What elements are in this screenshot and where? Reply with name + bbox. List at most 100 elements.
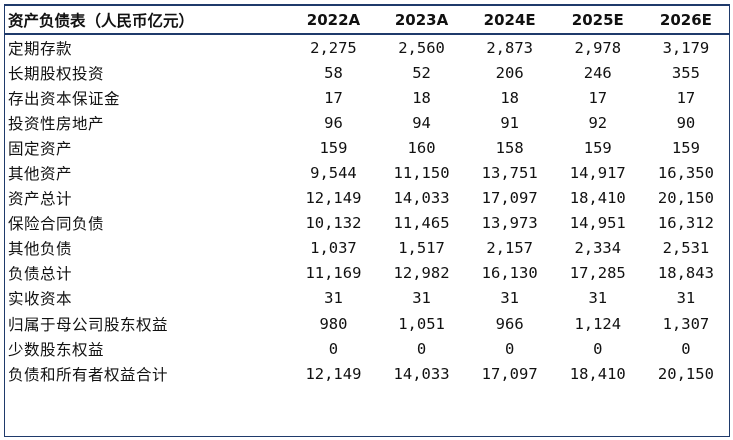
cell-value: 52 [412,63,431,82]
cell-value: 2,334 [574,239,622,258]
row-label: 资产总计 [8,190,73,209]
cell-value: 14,951 [569,214,626,233]
year-header: 2023A [377,4,466,35]
cell-value: 11,465 [393,214,450,233]
cell-value: 17,285 [569,264,626,283]
cell-value: 980 [319,314,348,333]
cell-value: 9,544 [310,164,357,183]
cell-value: 16,312 [657,214,714,233]
row-label: 负债总计 [8,265,73,284]
cell-value: 10,132 [305,214,362,233]
cell-value: 18 [412,88,431,107]
cell-value: 1,051 [398,314,445,333]
cell-value: 31 [676,289,696,308]
cell-value: 11,169 [305,264,362,283]
cell-value: 3,179 [662,38,710,57]
cell-value: 20,150 [657,189,714,208]
table-row: 保险合同负债 10,132 11,465 13,973 14,951 16,312 [4,211,730,236]
cell-value: 20,150 [657,364,714,383]
table-row: 长期股权投资 58 52 206 246 355 [4,60,730,85]
cell-value: 355 [671,63,700,82]
cell-value: 91 [500,113,519,132]
cell-value: 31 [412,289,431,308]
cell-value: 14,033 [393,189,450,208]
cell-value: 12,982 [393,264,450,283]
row-label: 负债和所有者权益合计 [8,365,169,384]
cell-value: 90 [676,113,696,132]
cell-value: 159 [319,138,348,157]
cell-value: 31 [588,289,608,308]
cell-value: 2,560 [398,38,445,57]
table-row: 负债总计 11,169 12,982 16,130 17,285 18,843 [4,261,730,286]
cell-value: 12,149 [305,364,362,383]
table-row: 实收资本 31 31 31 31 31 [4,286,730,311]
cell-value: 14,033 [393,364,450,383]
row-label: 其他资产 [8,165,73,184]
table-row: 固定资产 159 160 158 159 159 [4,135,730,160]
year-header: 2024E [465,4,554,35]
cell-value: 14,917 [569,164,626,183]
cell-value: 17 [588,88,608,107]
cell-value: 16,350 [657,164,714,183]
cell-value: 18,410 [569,364,626,383]
table-row: 资产总计 12,149 14,033 17,097 18,410 20,150 [4,186,730,211]
cell-value: 158 [495,138,524,157]
cell-value: 31 [500,289,519,308]
cell-value: 17,097 [481,364,538,383]
cell-value: 58 [324,63,343,82]
cell-value: 966 [495,314,524,333]
cell-value: 18 [500,88,519,107]
cell-value: 0 [504,339,515,358]
cell-value: 18,843 [657,264,714,283]
cell-value: 2,157 [486,239,533,258]
year-header: 2022A [289,4,378,35]
cell-value: 31 [324,289,343,308]
cell-value: 159 [671,138,700,157]
year-header: 2025E [553,4,642,35]
cell-value: 206 [495,63,524,82]
cell-value: 2,531 [662,239,710,258]
row-label: 实收资本 [8,290,73,309]
row-label: 存出资本保证金 [8,89,121,108]
cell-value: 18,410 [569,189,626,208]
row-label: 其他负债 [8,240,73,259]
cell-value: 16,130 [481,264,538,283]
cell-value: 94 [412,113,431,132]
balance-sheet-table: 资产负债表（人民币亿元） 2022A 2023A 2024E 2025E 202… [4,4,730,386]
cell-value: 92 [588,113,608,132]
cell-value: 0 [593,339,603,358]
table-title: 资产负债表（人民币亿元） [4,4,290,35]
cell-value: 17,097 [481,189,538,208]
cell-value: 1,307 [662,314,710,333]
cell-value: 246 [583,63,612,82]
table-row: 归属于母公司股东权益 980 1,051 966 1,124 1,307 [4,311,730,336]
row-label: 定期存款 [8,39,73,58]
header-row: 资产负债表（人民币亿元） 2022A 2023A 2024E 2025E 202… [4,4,730,35]
cell-value: 17 [324,88,343,107]
table-row: 存出资本保证金 17 18 18 17 17 [4,85,730,110]
cell-value: 96 [324,113,343,132]
cell-value: 12,149 [305,189,362,208]
cell-value: 0 [681,339,691,358]
year-header: 2026E [641,4,730,35]
table-row: 其他负债 1,037 1,517 2,157 2,334 2,531 [4,236,730,261]
cell-value: 159 [583,138,612,157]
table-row: 其他资产 9,544 11,150 13,751 14,917 16,350 [4,160,730,185]
cell-value: 0 [416,339,427,358]
table-row: 投资性房地产 96 94 91 92 90 [4,110,730,135]
row-label: 投资性房地产 [8,114,105,133]
row-label: 固定资产 [8,139,73,158]
table-row: 负债和所有者权益合计 12,149 14,033 17,097 18,410 20,150 [4,361,730,386]
cell-value: 2,275 [310,38,357,57]
row-label: 归属于母公司股东权益 [8,315,169,334]
cell-value: 1,517 [398,239,445,258]
row-label: 少数股东权益 [8,340,105,359]
table-row: 定期存款 2,275 2,560 2,873 2,978 3,179 [4,34,730,60]
row-label: 长期股权投资 [8,64,105,83]
cell-value: 0 [328,339,339,358]
cell-value: 1,124 [574,314,622,333]
cell-value: 160 [407,138,436,157]
cell-value: 2,873 [486,38,533,57]
cell-value: 17 [676,88,696,107]
cell-value: 2,978 [574,38,622,57]
